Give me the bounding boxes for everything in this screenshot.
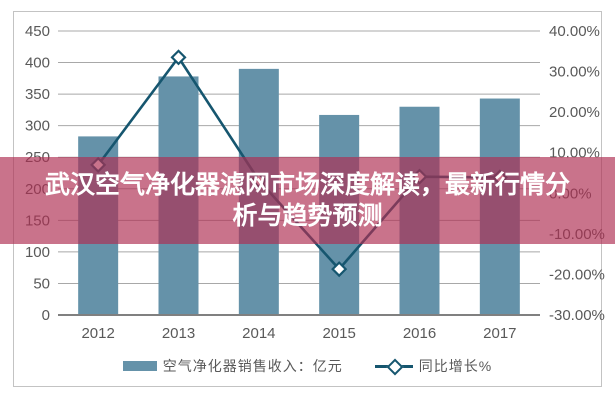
y-axis-right-tick: 30.00% [549,64,600,81]
y-axis-left-tick: 300 [25,118,50,135]
chart-legend: 空气净化器销售收入：亿元 同比增长% [13,354,602,378]
bar-series-swatch-icon [122,361,157,371]
y-axis-left-tick: 450 [25,23,50,40]
legend-item-revenue: 空气净化器销售收入：亿元 [122,356,343,376]
legend-label-growth: 同比增长% [418,358,493,374]
x-axis-label-2017: 2017 [483,325,516,342]
y-axis-right-tick: 40.00% [549,23,600,40]
y-axis-left-tick: 100 [25,244,50,261]
overlay-title-line1: 武汉空气净化器滤网市场深度解读，最新行情分 [44,170,570,199]
y-axis-left-tick: 0 [42,307,50,324]
y-axis-left-tick: 50 [33,275,50,292]
y-axis-right-tick: -20.00% [549,266,605,283]
y-axis-left-tick: 350 [25,86,50,103]
y-axis-right-tick: -30.00% [549,307,605,324]
overlay-title-line2: 析与趋势预测 [232,201,383,230]
legend-diamond-icon [386,358,404,376]
y-axis-left-tick: 400 [25,55,50,72]
title-overlay-banner: 武汉空气净化器滤网市场深度解读，最新行情分 析与趋势预测 [0,157,615,244]
line-series-marker-icon [374,358,413,376]
x-axis-label-2014: 2014 [242,325,275,342]
growth-marker-2013 [170,49,187,66]
legend-label-revenue: 空气净化器销售收入：亿元 [162,358,343,374]
x-axis-label-2016: 2016 [403,325,436,342]
growth-marker-2015 [331,261,348,278]
x-axis-label-2015: 2015 [322,325,355,342]
x-axis-label-2013: 2013 [162,325,195,342]
legend-item-growth: 同比增长% [374,356,493,376]
x-axis-label-2012: 2012 [81,325,114,342]
y-axis-right-tick: 20.00% [549,104,600,121]
